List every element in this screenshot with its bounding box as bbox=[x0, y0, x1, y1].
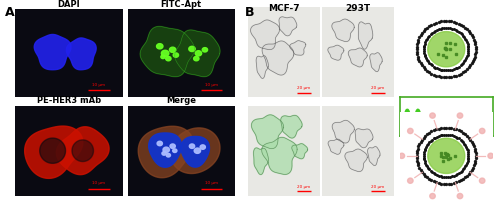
Polygon shape bbox=[430, 113, 436, 119]
Polygon shape bbox=[290, 41, 306, 56]
Polygon shape bbox=[163, 147, 170, 153]
Polygon shape bbox=[332, 20, 354, 42]
Polygon shape bbox=[355, 129, 373, 148]
Polygon shape bbox=[194, 148, 200, 154]
Polygon shape bbox=[181, 137, 210, 167]
Text: 20 µm: 20 µm bbox=[298, 86, 310, 90]
Polygon shape bbox=[166, 57, 171, 62]
Polygon shape bbox=[279, 18, 297, 37]
Polygon shape bbox=[162, 51, 169, 57]
Text: 20 µm: 20 µm bbox=[298, 184, 310, 188]
Polygon shape bbox=[24, 126, 83, 178]
Polygon shape bbox=[345, 149, 368, 172]
Polygon shape bbox=[328, 140, 344, 155]
Text: 293T: 293T bbox=[345, 4, 370, 13]
Polygon shape bbox=[408, 129, 413, 134]
Polygon shape bbox=[457, 193, 462, 199]
Polygon shape bbox=[195, 51, 202, 57]
Polygon shape bbox=[170, 144, 175, 149]
Text: 10 µm: 10 µm bbox=[205, 83, 218, 86]
Polygon shape bbox=[66, 39, 96, 70]
Polygon shape bbox=[194, 57, 199, 62]
Polygon shape bbox=[172, 149, 177, 153]
Polygon shape bbox=[280, 116, 302, 138]
Polygon shape bbox=[202, 48, 207, 53]
Text: MCF-7: MCF-7 bbox=[268, 4, 300, 13]
Polygon shape bbox=[189, 47, 195, 52]
Title: DAPI: DAPI bbox=[58, 0, 80, 9]
Polygon shape bbox=[430, 193, 436, 199]
Polygon shape bbox=[175, 31, 220, 77]
Text: 10 µm: 10 µm bbox=[92, 180, 106, 184]
Polygon shape bbox=[200, 145, 205, 150]
Polygon shape bbox=[348, 49, 368, 68]
Polygon shape bbox=[256, 57, 268, 79]
Polygon shape bbox=[399, 153, 404, 159]
Polygon shape bbox=[254, 148, 268, 175]
Polygon shape bbox=[250, 21, 280, 50]
Polygon shape bbox=[138, 127, 194, 178]
Text: B: B bbox=[245, 6, 254, 19]
Polygon shape bbox=[252, 115, 284, 149]
Polygon shape bbox=[358, 23, 373, 50]
Text: A: A bbox=[5, 6, 15, 19]
Title: FITC-Apt: FITC-Apt bbox=[160, 0, 202, 9]
Polygon shape bbox=[368, 147, 380, 166]
Polygon shape bbox=[488, 153, 494, 159]
Polygon shape bbox=[34, 35, 71, 70]
Text: PE-HER3 mAb: PE-HER3 mAb bbox=[36, 95, 101, 104]
Polygon shape bbox=[408, 178, 413, 183]
Polygon shape bbox=[173, 54, 178, 58]
Polygon shape bbox=[157, 142, 162, 146]
Polygon shape bbox=[332, 121, 354, 143]
Polygon shape bbox=[148, 133, 182, 167]
Polygon shape bbox=[428, 139, 465, 174]
Polygon shape bbox=[457, 113, 462, 119]
Polygon shape bbox=[56, 127, 109, 175]
Polygon shape bbox=[170, 48, 176, 53]
Polygon shape bbox=[480, 178, 485, 183]
Polygon shape bbox=[480, 129, 485, 134]
Polygon shape bbox=[262, 42, 294, 76]
Polygon shape bbox=[292, 144, 308, 159]
Text: 10 µm: 10 µm bbox=[92, 83, 106, 86]
Polygon shape bbox=[156, 44, 163, 50]
Polygon shape bbox=[140, 27, 194, 77]
Polygon shape bbox=[162, 152, 166, 155]
Polygon shape bbox=[161, 56, 165, 59]
Polygon shape bbox=[428, 32, 465, 68]
Text: FAM-ODN: FAM-ODN bbox=[437, 113, 479, 122]
Polygon shape bbox=[190, 144, 194, 149]
Polygon shape bbox=[262, 138, 297, 175]
Polygon shape bbox=[40, 138, 66, 164]
Text: 20 µm: 20 µm bbox=[372, 86, 384, 90]
Text: 20 µm: 20 µm bbox=[372, 184, 384, 188]
Polygon shape bbox=[166, 154, 170, 157]
Polygon shape bbox=[170, 128, 220, 174]
Polygon shape bbox=[328, 46, 344, 61]
Text: 10 µm: 10 µm bbox=[205, 180, 218, 184]
Polygon shape bbox=[72, 140, 94, 162]
Text: Merge: Merge bbox=[166, 95, 196, 104]
Polygon shape bbox=[370, 53, 382, 72]
